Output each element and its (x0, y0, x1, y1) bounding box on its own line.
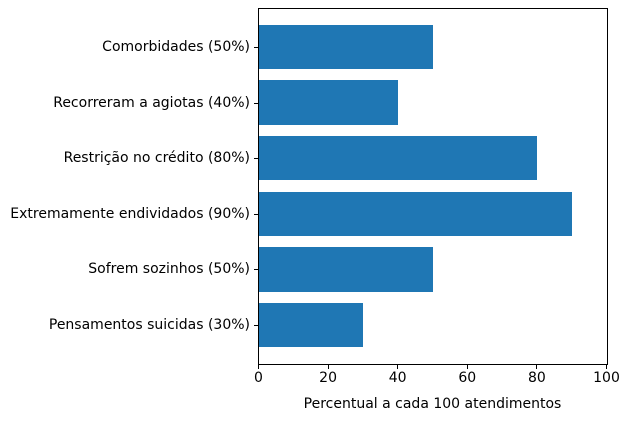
y-tick-label: Restrição no crédito (80%) (63, 150, 250, 167)
x-tick-label: 40 (388, 370, 407, 386)
x-axis-label: Percentual a cada 100 atendimentos (303, 396, 562, 412)
bar (258, 302, 363, 348)
y-tick-label: Pensamentos suicidas (30%) (48, 317, 250, 334)
bar (258, 191, 572, 237)
x-tick-mark (327, 364, 329, 369)
x-tick-label: 0 (254, 370, 263, 386)
y-tick-mark (253, 325, 258, 327)
x-tick-mark (397, 364, 399, 369)
y-tick-mark (253, 269, 258, 271)
y-tick-label: Extremamente endividados (90%) (10, 205, 250, 222)
plot-area (257, 7, 608, 365)
x-tick-mark (258, 364, 259, 369)
x-tick-mark (536, 364, 538, 369)
y-tick-label: Sofrem sozinhos (50%) (88, 261, 250, 278)
y-tick-mark (253, 102, 258, 104)
bar (258, 80, 398, 125)
y-tick-mark (253, 213, 258, 215)
bar (258, 24, 433, 70)
y-tick-mark (253, 46, 258, 48)
y-tick-mark (253, 158, 258, 160)
x-tick-mark (466, 364, 468, 369)
bar (258, 135, 537, 181)
y-tick-label: Comorbidades (50%) (102, 38, 250, 55)
x-tick-mark (606, 364, 607, 369)
x-tick-label: 60 (458, 370, 477, 386)
x-tick-label: 80 (527, 370, 546, 386)
bar (258, 247, 433, 292)
y-tick-label: Recorreram a agiotas (40%) (53, 94, 250, 111)
x-tick-label: 100 (593, 370, 620, 386)
x-tick-label: 20 (319, 370, 337, 386)
